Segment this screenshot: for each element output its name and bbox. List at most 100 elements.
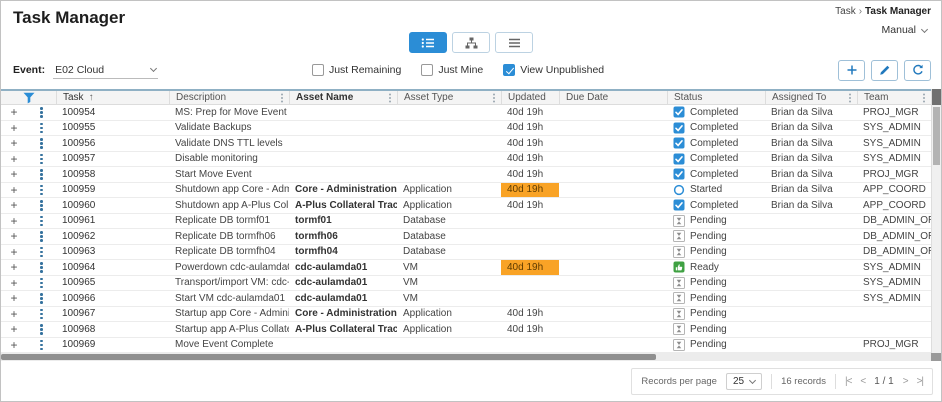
row-menu-button[interactable] (27, 152, 56, 167)
hierarchy-icon (465, 37, 477, 48)
table-row[interactable]: + 100963 Replicate DB tormfh04 tormfh04 … (1, 244, 931, 260)
row-menu-button[interactable] (27, 276, 56, 291)
assigned-to-cell (765, 307, 857, 322)
checkbox-view-unpublished[interactable]: View Unpublished (503, 64, 604, 76)
checkbox-label: Just Remaining (328, 64, 402, 76)
expand-row-button[interactable]: + (10, 337, 18, 352)
table-row[interactable]: + 100960 Shutdown app A-Plus Collateral … (1, 198, 931, 214)
table-row[interactable]: + 100954 MS: Prep for Move Event 40d 19h… (1, 105, 931, 121)
pager-last-button[interactable]: >| (916, 375, 925, 387)
expand-row-button[interactable]: + (10, 244, 18, 259)
table-row[interactable]: + 100962 Replicate DB tormfh06 tormfh06 … (1, 229, 931, 245)
expand-row-button[interactable]: + (10, 306, 18, 321)
expand-row-button[interactable]: + (10, 213, 18, 228)
updated-cell (501, 214, 559, 229)
column-header-status[interactable]: Status (667, 91, 765, 104)
expand-row-button[interactable]: + (10, 182, 18, 197)
expand-row-button[interactable]: + (10, 275, 18, 290)
column-header-team[interactable]: Team (857, 91, 931, 104)
row-menu-button[interactable] (27, 322, 56, 337)
footer: Records per page 25 16 records |< < 1 / … (1, 361, 941, 401)
table-row[interactable]: + 100969 Move Event Complete Pending PRO… (1, 337, 931, 353)
mode-select[interactable]: Manual (882, 24, 931, 36)
event-select[interactable]: E02 Cloud (53, 62, 159, 79)
pager-first-button[interactable]: |< (844, 375, 853, 387)
updated-cell: 40d 19h (501, 260, 559, 275)
column-header-asset-name[interactable]: Asset Name (289, 91, 397, 104)
due-date-cell (559, 121, 667, 136)
row-menu-button[interactable] (27, 245, 56, 260)
pager-next-button[interactable]: > (902, 375, 909, 387)
vertical-scrollbar-thumb[interactable] (933, 107, 940, 165)
due-date-cell (559, 291, 667, 306)
chevron-down-icon (920, 25, 929, 33)
table-row[interactable]: + 100968 Startup app A-Plus Collateral T… (1, 322, 931, 338)
refresh-button[interactable] (904, 59, 931, 81)
expand-row-button[interactable]: + (10, 120, 18, 135)
column-header-task[interactable]: Task ↑ (56, 91, 169, 104)
table-row[interactable]: + 100956 Validate DNS TTL levels 40d 19h… (1, 136, 931, 152)
expand-row-button[interactable]: + (10, 260, 18, 275)
breadcrumb-parent[interactable]: Task (835, 6, 856, 17)
column-menu-icon[interactable] (923, 96, 925, 99)
expand-row-button[interactable]: + (10, 167, 18, 182)
table-row[interactable]: + 100966 Start VM cdc-aulamda01 cdc-aula… (1, 291, 931, 307)
expand-row-button[interactable]: + (10, 322, 18, 337)
row-menu-button[interactable] (27, 167, 56, 182)
column-menu-icon[interactable] (281, 96, 283, 99)
checkbox-just-mine[interactable]: Just Mine (421, 64, 483, 76)
row-menu-button[interactable] (27, 229, 56, 244)
checkbox-just-remaining[interactable]: Just Remaining (311, 64, 402, 76)
records-per-page-select[interactable]: 25 (725, 372, 763, 390)
table-row[interactable]: + 100958 Start Move Event 40d 19h Comple… (1, 167, 931, 183)
row-menu-button[interactable] (27, 214, 56, 229)
add-task-button[interactable] (838, 59, 865, 81)
updated-cell: 40d 19h (507, 106, 544, 118)
list-view-button[interactable] (409, 32, 447, 53)
table-row[interactable]: + 100955 Validate Backups 40d 19h Comple… (1, 120, 931, 136)
table-row[interactable]: + 100959 Shutdown app Core - Administrat… (1, 182, 931, 198)
expand-row-button[interactable]: + (10, 136, 18, 151)
rows-view-button[interactable] (495, 32, 533, 53)
table-row[interactable]: + 100967 Startup app Core - Administrati… (1, 306, 931, 322)
row-menu-button[interactable] (27, 291, 56, 306)
table-row[interactable]: + 100961 Replicate DB tormf01 tormf01 Da… (1, 213, 931, 229)
edit-task-button[interactable] (871, 59, 898, 81)
column-header-updated[interactable]: Updated (501, 91, 559, 104)
row-menu-button[interactable] (27, 260, 56, 275)
asset-type-cell: Database (403, 230, 446, 242)
expand-row-button[interactable]: + (10, 105, 18, 120)
column-header-assigned-to[interactable]: Assigned To (765, 91, 857, 104)
row-menu-button[interactable] (27, 198, 56, 213)
expand-row-button[interactable]: + (10, 151, 18, 166)
column-menu-icon[interactable] (849, 96, 851, 99)
pager-prev-button[interactable]: < (860, 375, 866, 387)
column-menu-icon[interactable] (389, 96, 391, 99)
row-menu-button[interactable] (27, 136, 56, 151)
horizontal-scrollbar-thumb[interactable] (1, 354, 656, 360)
pager: |< < 1 / 1 > >| (844, 375, 925, 387)
column-header-due-date[interactable]: Due Date (559, 91, 667, 104)
row-menu-button[interactable] (27, 307, 56, 322)
vertical-scrollbar[interactable] (931, 89, 941, 353)
column-menu-icon[interactable] (493, 96, 495, 99)
description-cell: Replicate DB tormfh06 (175, 230, 276, 242)
column-header-asset-type[interactable]: Asset Type (397, 91, 501, 104)
row-menu-button[interactable] (27, 105, 56, 120)
table-row[interactable]: + 100964 Powerdown cdc-aulamda01 cdc-aul… (1, 260, 931, 276)
column-header-description[interactable]: Description (169, 91, 289, 104)
expand-row-button[interactable]: + (10, 229, 18, 244)
row-menu-button[interactable] (27, 338, 56, 353)
row-menu-button[interactable] (27, 183, 56, 198)
row-menu-button[interactable] (27, 121, 56, 136)
expand-row-button[interactable]: + (10, 198, 18, 213)
table-row[interactable]: + 100957 Disable monitoring 40d 19h Comp… (1, 151, 931, 167)
breadcrumb-current: Task Manager (865, 6, 931, 17)
filter-funnel-icon[interactable] (23, 92, 35, 104)
hierarchy-view-button[interactable] (452, 32, 490, 53)
horizontal-scrollbar[interactable] (1, 353, 931, 361)
table-row[interactable]: + 100965 Transport/import VM: cdc-aulamd… (1, 275, 931, 291)
updated-cell: 40d 19h (507, 153, 544, 165)
rows-icon (508, 38, 520, 47)
expand-row-button[interactable]: + (10, 291, 18, 306)
